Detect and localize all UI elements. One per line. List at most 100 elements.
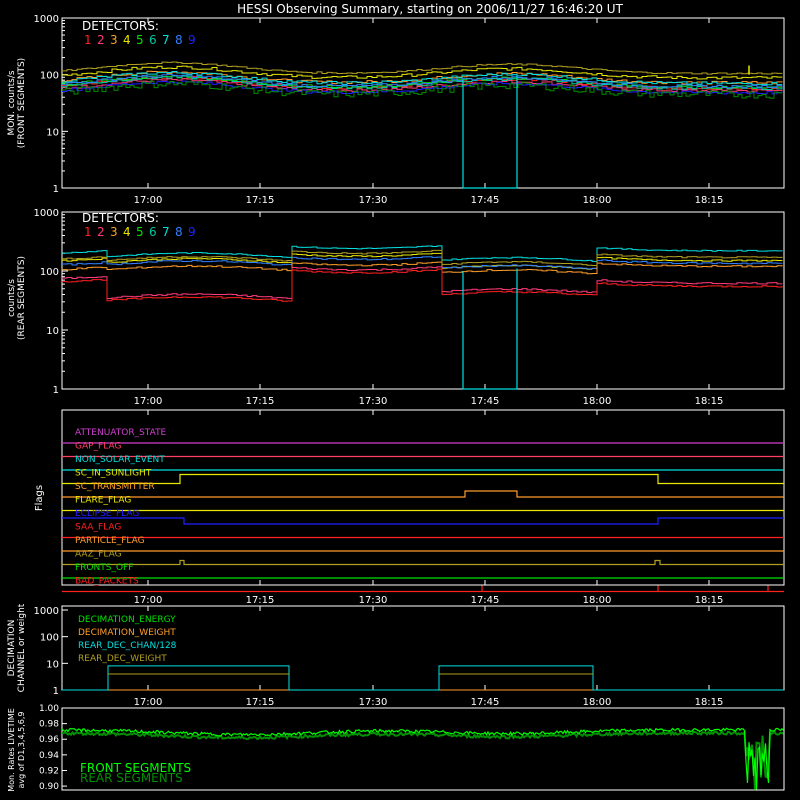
front-legend-digit: 2 [97,33,105,47]
x-tick-label: 18:15 [695,195,724,206]
front-legend-digit: 5 [136,33,144,47]
live-ylabel-2: avg of D1,3,4,5,6,9 [17,712,26,789]
front-legend-digit: 3 [110,33,118,47]
x-tick-label: 17:15 [246,195,275,206]
flag-label: SC_IN_SUNLIGHT [75,469,152,479]
rear-legend-digit: 9 [188,225,196,239]
x-tick-label: 17:00 [134,195,163,206]
front-series-2 [62,78,783,93]
chart-title: HESSI Observing Summary, starting on 200… [237,2,623,16]
decim-legend: DECIMATION_WEIGHT [78,628,176,638]
live-ylabel-1: Mon. Rates LIVETIME [7,708,16,792]
y-tick-label: 10 [46,659,59,670]
flag-label: SC_TRANSMITTER [75,482,155,492]
y-tick-label: 10 [46,326,59,337]
y-tick-label: 1000 [34,14,59,25]
livetime-panel-frame [61,707,785,791]
flag-line [62,490,784,498]
decim-legend: REAR_DEC_CHAN/128 [78,641,177,651]
rear-panel-frame [61,211,785,390]
flag-line [62,585,784,593]
front-legend-digit: 7 [162,33,170,47]
x-tick-label: 18:00 [583,195,612,206]
y-tick-label: 1000 [34,606,59,617]
front-legend-digit: 4 [123,33,131,47]
front-ylabel-1: MON. counts/s [7,70,17,135]
rear-series-4 [62,252,783,270]
x-tick-label: 17:15 [246,396,275,407]
y-tick-label: 1 [53,686,59,697]
decim-ylabel-2: CHANNEL or weight [17,603,27,692]
y-tick-label: 100 [40,267,59,278]
flag-label: SAA_FLAG [75,523,121,533]
front-series-8 [62,73,783,89]
x-tick-label: 17:15 [246,697,275,708]
y-tick-label: 1 [53,385,59,396]
flag-label: PARTICLE_FLAG [75,536,145,546]
flag-label: FLARE_FLAG [75,496,131,506]
x-tick-label: 17:30 [359,195,388,206]
x-tick-label: 17:00 [134,396,163,407]
livetime-legend: REAR SEGMENTS [80,771,183,785]
x-tick-label: 17:15 [246,595,275,606]
y-tick-label: 10 [46,127,59,138]
livetime-front [61,727,784,790]
rear-ylabel-2: (REAR SEGMENTS) [17,256,27,340]
flag-label: NON_SOLAR_EVENT [75,455,165,465]
front-legend-digit: 9 [188,33,196,47]
front-legend-digit: 1 [84,33,92,47]
rear-series-3 [62,261,783,275]
x-tick-label: 17:45 [471,697,500,708]
decim-legend: REAR_DEC_WEIGHT [78,654,167,664]
x-tick-label: 17:30 [359,396,388,407]
x-tick-label: 17:45 [471,195,500,206]
x-tick-label: 17:30 [359,595,388,606]
x-tick-label: 18:15 [695,595,724,606]
x-tick-label: 17:45 [471,595,500,606]
front-series-total [62,61,783,75]
flag-label: ECLIPSE_FLAG [75,509,139,519]
front-series-low [62,80,783,99]
x-tick-label: 18:00 [583,595,612,606]
livetime-legend: FRONT SEGMENTS [80,761,191,775]
front-legend-digit: 8 [175,33,183,47]
y-tick-label: 0.90 [39,782,59,792]
rear-legend-digit: 3 [110,225,118,239]
y-tick-label: 0.94 [39,751,59,761]
front-legend-digit: 6 [149,33,157,47]
y-tick-label: 0.98 [39,720,59,730]
rear-legend-digit: 2 [97,225,105,239]
decim-ylabel-1: DECIMATION [7,620,17,677]
y-tick-label: 0.96 [39,735,59,745]
x-tick-label: 17:00 [134,595,163,606]
y-tick-label: 1 [53,184,59,195]
y-tick-label: 1000 [34,208,59,219]
flag-line [62,517,784,525]
rear-dec-chan-line [62,665,784,691]
front-series-4 [62,65,783,80]
rear-ylabel-1: counts/s [7,279,17,317]
y-tick-label: 0.92 [39,766,59,776]
flag-label: AAZ_FLAG [75,550,122,560]
rear-legend-digit: 5 [136,225,144,239]
rear-series-8 [62,256,783,270]
y-tick-label: 100 [40,71,59,82]
x-tick-label: 18:15 [695,396,724,407]
y-tick-label: 100 [40,633,59,644]
rear-series-total [62,249,783,266]
y-tick-label: 1.00 [39,704,59,714]
rear-series-7 [62,245,783,262]
rear-legend-digit: 6 [149,225,157,239]
x-tick-label: 18:00 [583,396,612,407]
x-tick-label: 17:00 [134,697,163,708]
flag-label: ATTENUATOR_STATE [75,428,167,438]
flag-line [62,559,784,566]
rear-legend-digit: 1 [84,225,92,239]
flag-line [62,473,784,485]
x-tick-label: 18:15 [695,697,724,708]
front-ylabel-2: (FRONT SEGMENTS) [17,58,27,148]
flags-ylabel: Flags [34,485,45,511]
rear-series-2 [62,266,783,300]
rear-dropout-7 [462,268,518,390]
